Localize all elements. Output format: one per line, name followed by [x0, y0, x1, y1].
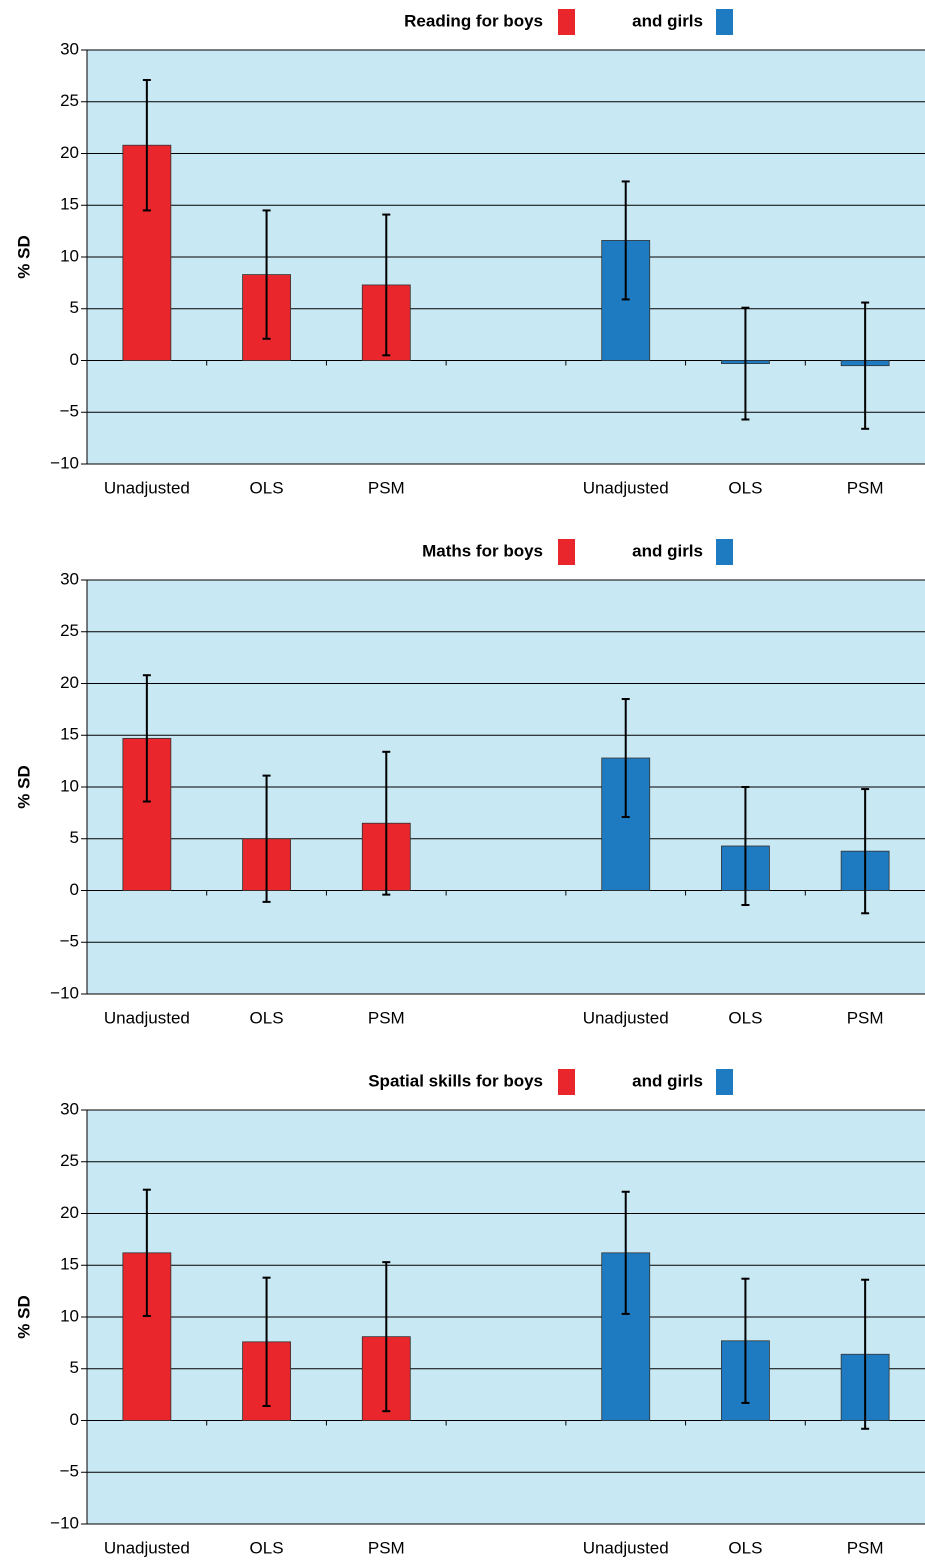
x-tick-label: OLS — [728, 478, 762, 497]
x-tick-label: Unadjusted — [104, 1538, 190, 1557]
y-tick-label: 15 — [60, 1255, 79, 1274]
bar — [601, 1252, 651, 1421]
y-tick-label: −5 — [60, 402, 79, 421]
y-tick-label: 20 — [60, 1203, 79, 1222]
x-tick-label: Unadjusted — [583, 1008, 669, 1027]
y-tick-label: 20 — [60, 143, 79, 162]
y-tick-label: 25 — [60, 91, 79, 110]
error-bar — [741, 1277, 750, 1404]
error-bar — [621, 180, 630, 301]
error-bar — [621, 1190, 630, 1315]
y-tick-label: −5 — [60, 1462, 79, 1481]
y-tick-label: 0 — [70, 350, 79, 369]
error-bar — [262, 209, 271, 340]
y-tick-label: 25 — [60, 621, 79, 640]
x-tick-label: OLS — [250, 478, 284, 497]
x-tick-label: OLS — [250, 1008, 284, 1027]
y-tick-label: 5 — [70, 828, 79, 847]
x-tick-label: OLS — [728, 1008, 762, 1027]
error-bar — [382, 750, 391, 896]
y-tick-label: −5 — [60, 932, 79, 951]
y-tick-label: 0 — [70, 1410, 79, 1429]
error-bar — [741, 786, 750, 906]
y-tick-label: 10 — [60, 1306, 79, 1325]
y-tick-label: 10 — [60, 776, 79, 795]
error-bar — [382, 213, 391, 357]
y-axis-label: % SD — [14, 235, 33, 278]
legend-label: and girls — [632, 11, 703, 30]
legend-swatch — [716, 539, 733, 565]
y-tick-label: 30 — [60, 1099, 79, 1118]
legend-swatch — [558, 539, 575, 565]
error-bar — [142, 79, 151, 212]
y-tick-label: 20 — [60, 673, 79, 692]
error-bar — [861, 301, 870, 430]
x-tick-label: OLS — [728, 1538, 762, 1557]
x-tick-label: PSM — [847, 1538, 884, 1557]
x-tick-label: Unadjusted — [104, 1008, 190, 1027]
legend-label: and girls — [632, 1071, 703, 1090]
error-bar — [142, 674, 151, 803]
y-axis-label: % SD — [14, 765, 33, 808]
y-tick-label: −10 — [50, 1513, 79, 1532]
x-tick-label: Unadjusted — [583, 478, 669, 497]
y-tick-label: 15 — [60, 725, 79, 744]
legend-label: Reading for boys — [404, 11, 543, 30]
y-axis-label: % SD — [14, 1295, 33, 1338]
error-bar — [262, 1276, 271, 1408]
y-tick-label: 15 — [60, 195, 79, 214]
x-tick-label: OLS — [250, 1538, 284, 1557]
x-tick-label: PSM — [847, 478, 884, 497]
legend-swatch — [716, 9, 733, 35]
error-bar — [861, 1278, 870, 1430]
y-tick-label: 10 — [60, 246, 79, 265]
error-bar — [262, 774, 271, 903]
x-tick-label: PSM — [368, 478, 405, 497]
y-tick-label: 30 — [60, 569, 79, 588]
x-tick-label: PSM — [847, 1008, 884, 1027]
x-tick-label: Unadjusted — [104, 478, 190, 497]
y-tick-label: 30 — [60, 39, 79, 58]
legend-label: Maths for boys — [422, 541, 543, 560]
legend-swatch — [558, 9, 575, 35]
legend-label: Spatial skills for boys — [368, 1071, 543, 1090]
x-tick-label: PSM — [368, 1538, 405, 1557]
x-tick-label: Unadjusted — [583, 1538, 669, 1557]
error-bar — [142, 1188, 151, 1317]
y-tick-label: 5 — [70, 298, 79, 317]
error-bar — [621, 698, 630, 819]
error-bar — [741, 306, 750, 421]
y-tick-label: −10 — [50, 983, 79, 1002]
y-tick-label: 25 — [60, 1151, 79, 1170]
legend-swatch — [558, 1069, 575, 1095]
legend-swatch — [716, 1069, 733, 1095]
y-tick-label: 5 — [70, 1358, 79, 1377]
error-bar — [382, 1261, 391, 1413]
legend-label: and girls — [632, 541, 703, 560]
error-bar — [861, 788, 870, 915]
y-tick-label: −10 — [50, 453, 79, 472]
y-tick-label: 0 — [70, 880, 79, 899]
x-tick-label: PSM — [368, 1008, 405, 1027]
